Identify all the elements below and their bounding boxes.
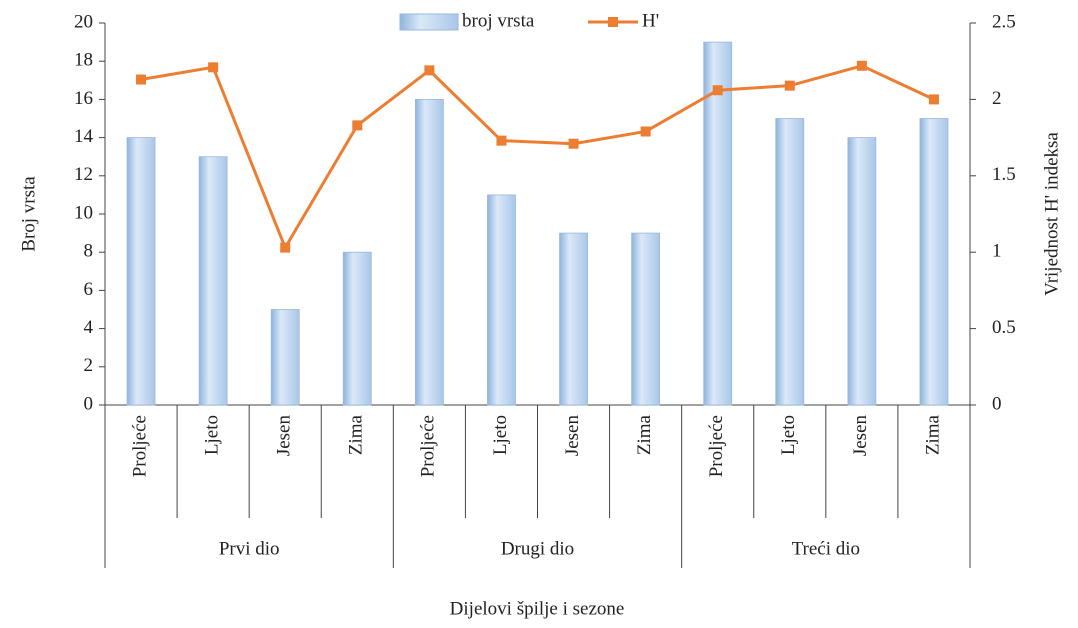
y2-tick-label: 1 (992, 241, 1002, 262)
y-tick-label: 16 (74, 88, 93, 109)
legend-label: broj vrsta (462, 10, 535, 31)
line-marker (712, 85, 723, 96)
bar (559, 232, 588, 406)
y-tick-label: 20 (74, 11, 93, 32)
legend-label: H' (642, 10, 659, 31)
group-label: Prvi dio (219, 538, 280, 559)
line-marker (424, 65, 435, 76)
x-tick-label: Proljeće (129, 415, 150, 477)
bar (487, 194, 516, 406)
y-tick-label: 4 (84, 317, 94, 338)
bar (414, 99, 444, 406)
y-tick-label: 2 (84, 355, 94, 376)
bar (342, 251, 372, 406)
y-tick-label: 18 (74, 50, 93, 71)
y2-tick-label: 1.5 (992, 164, 1016, 185)
y-tick-label: 6 (84, 279, 94, 300)
y-tick-label: 8 (84, 241, 94, 262)
x-axis-label: Dijelovi špilje i sezone (450, 598, 625, 619)
line-marker (208, 62, 219, 73)
bar (126, 137, 156, 406)
line-marker (136, 74, 147, 85)
line-marker (280, 242, 291, 253)
bar (270, 309, 300, 406)
line-marker (928, 94, 939, 105)
x-tick-label: Jesen (562, 415, 583, 457)
y-tick-label: 10 (74, 202, 93, 223)
y2-axis-label: Vrijednost H' indeksa (1041, 132, 1062, 296)
legend-marker (608, 17, 618, 27)
x-tick-label: Ljeto (201, 415, 222, 455)
group-label: Drugi dio (501, 538, 574, 559)
line-marker (496, 135, 507, 146)
line-marker (352, 120, 363, 131)
y2-tick-label: 2.5 (992, 11, 1016, 32)
line-marker (784, 80, 795, 91)
bar (198, 156, 228, 406)
x-tick-label: Ljeto (778, 415, 799, 455)
group-label: Treći dio (792, 538, 860, 559)
line-marker (568, 138, 579, 149)
x-tick-label: Zima (922, 414, 943, 455)
y-tick-label: 14 (74, 126, 94, 147)
x-tick-label: Jesen (274, 415, 295, 457)
x-tick-label: Proljeće (418, 415, 439, 477)
line-marker (640, 126, 651, 137)
line (140, 64, 935, 252)
x-tick-label: Zima (346, 414, 367, 455)
x-tick-label: Jesen (850, 415, 871, 457)
y2-tick-label: 0 (992, 393, 1002, 414)
y2-tick-label: 0.5 (992, 317, 1016, 338)
bar (919, 118, 949, 406)
bar (703, 41, 733, 406)
x-tick-label: Ljeto (490, 415, 511, 455)
bar (631, 232, 661, 406)
x-tick-label: Proljeće (706, 415, 727, 477)
bar (775, 118, 805, 406)
y-tick-label: 12 (74, 164, 93, 185)
line-marker (856, 60, 867, 71)
y-axis-label: Broj vrsta (18, 176, 39, 252)
y2-tick-label: 2 (992, 88, 1002, 109)
bar (847, 137, 877, 406)
legend-swatch (399, 13, 459, 31)
y-tick-label: 0 (84, 393, 94, 414)
x-tick-label: Zima (634, 414, 655, 455)
